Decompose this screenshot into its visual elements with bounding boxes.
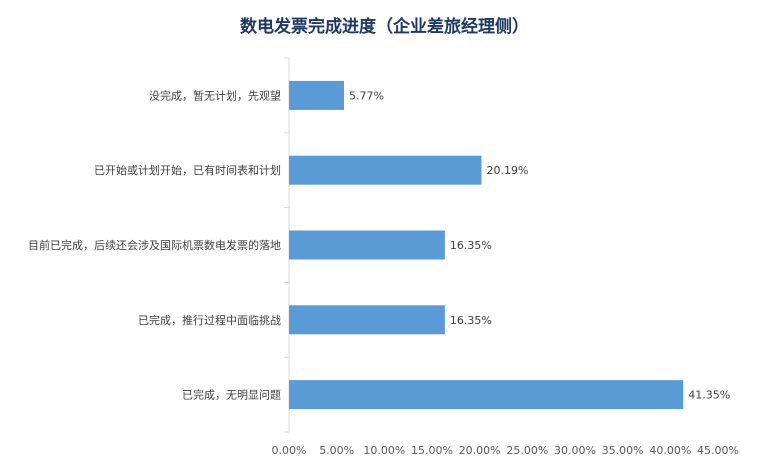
x-tick-label: 10.00% [363, 444, 405, 457]
category-label: 目前已完成，后续还会涉及国际机票数电发票的落地 [28, 238, 281, 252]
x-tick-label: 25.00% [506, 444, 548, 457]
category-label: 已完成，无明显问题 [182, 388, 281, 402]
bar [289, 155, 482, 185]
x-tick-label: 35.00% [602, 444, 644, 457]
x-tick-label: 40.00% [649, 444, 691, 457]
x-tick-label: 15.00% [411, 444, 453, 457]
bar [289, 80, 345, 110]
category-label: 已开始或计划开始，已有时间表和计划 [94, 163, 281, 177]
data-label: 41.35% [688, 389, 730, 402]
x-tick-label: 0.00% [272, 444, 307, 457]
data-label: 5.77% [349, 89, 384, 102]
x-tick-label: 20.00% [459, 444, 501, 457]
category-label: 没完成，暂无计划，先观望 [149, 88, 281, 102]
chart-title: 数电发票完成进度（企业差旅经理侧） [240, 17, 529, 37]
category-label: 已完成，推行过程中面临挑战 [138, 313, 281, 327]
bar [289, 230, 445, 260]
data-label: 20.19% [486, 164, 528, 177]
x-tick-label: 30.00% [554, 444, 596, 457]
x-tick-label: 5.00% [319, 444, 354, 457]
bar [289, 380, 684, 410]
data-label: 16.35% [450, 314, 492, 327]
x-tick-label: 45.00% [697, 444, 739, 457]
bar [289, 305, 445, 335]
data-label: 16.35% [450, 239, 492, 252]
